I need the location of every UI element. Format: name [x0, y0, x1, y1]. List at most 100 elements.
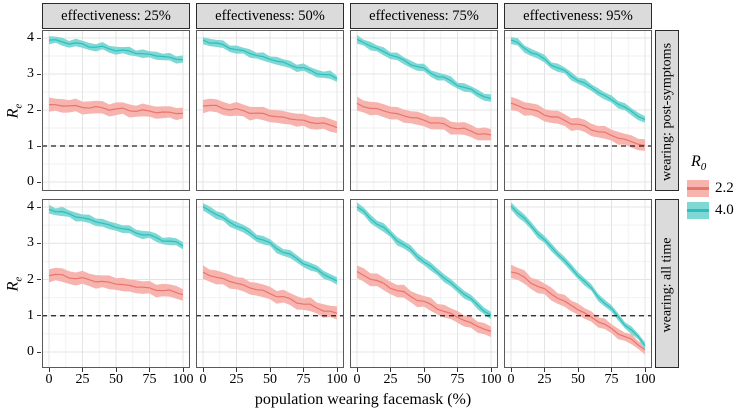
facet-strip-effectiveness-95: effectiveness: 95%	[504, 3, 652, 29]
x-tick-label: 100	[480, 372, 502, 387]
x-tick-label: 0	[507, 372, 515, 387]
facet-strip-effectiveness-25: effectiveness: 25%	[42, 3, 190, 29]
panel-row0-col3	[504, 30, 652, 191]
x-tick-label: 100	[634, 372, 656, 387]
x-tick-mark	[644, 368, 646, 372]
x-tick-mark	[182, 368, 184, 372]
line-r0-2.2	[510, 102, 646, 147]
x-tick-label: 50	[417, 372, 431, 387]
x-tick-label: 100	[326, 372, 348, 387]
x-tick-mark	[269, 368, 271, 372]
y-tick-mark	[37, 109, 41, 111]
x-tick-label: 75	[142, 372, 157, 387]
y-tick-mark	[37, 37, 41, 39]
y-tick-mark	[37, 73, 41, 75]
line-r0-4.0	[356, 206, 492, 316]
x-tick-mark	[457, 368, 458, 372]
ribbon-r0-2.2	[203, 265, 337, 320]
x-tick-mark	[390, 368, 391, 372]
x-tick-mark	[336, 368, 338, 372]
ribbon-r0-2.2	[357, 96, 491, 141]
facet-strip-label: effectiveness: 75%	[369, 7, 479, 24]
legend-title-main: R	[691, 153, 701, 170]
x-axis-title: population wearing facemask (%)	[254, 391, 472, 408]
facet-strip-label: wearing: post-symptoms	[659, 42, 674, 181]
x-tick-label: 25	[537, 372, 552, 387]
x-tick-mark	[202, 368, 204, 372]
legend-entry-r0-4.0: 4.0	[687, 202, 734, 220]
y-tick-mark	[37, 206, 41, 208]
x-tick-label: 50	[263, 372, 277, 387]
legend-title: R0	[691, 153, 734, 173]
panel-row1-col3	[504, 199, 652, 368]
y-tick-label: 3	[27, 66, 34, 81]
facet-strip-label: effectiveness: 25%	[61, 7, 171, 24]
line-r0-4.0	[356, 38, 492, 100]
facet-strip-wearing-post-symptoms: wearing: post-symptoms	[655, 30, 679, 191]
x-tick-label: 75	[450, 372, 465, 387]
line-r0-4.0	[202, 39, 338, 80]
panel-row1-col0	[42, 199, 190, 368]
legend-label: 2.2	[715, 180, 734, 197]
y-tick-label: 4	[27, 199, 34, 214]
panel-row0-col0	[42, 30, 190, 191]
legend-swatch-r0-2.2	[687, 180, 709, 198]
x-tick-mark	[236, 368, 237, 372]
y-tick-label: 0	[27, 344, 34, 359]
y-tick-label: 4	[27, 30, 34, 45]
line-r0-4.0	[48, 208, 184, 247]
y-tick-label: 2	[27, 102, 34, 117]
line-r0-2.2	[356, 270, 492, 332]
facet-strip-wearing-all-time: wearing: all time	[655, 199, 679, 368]
x-tick-mark	[115, 368, 117, 372]
x-tick-mark	[490, 368, 492, 372]
panel-row0-col2	[350, 30, 498, 191]
legend-title-sub: 0	[700, 161, 707, 174]
facet-strip-effectiveness-75: effectiveness: 75%	[350, 3, 498, 29]
x-tick-label: 75	[604, 372, 619, 387]
line-r0-2.2	[510, 271, 646, 351]
x-tick-label: 0	[45, 372, 53, 387]
x-tick-mark	[303, 368, 304, 372]
x-tick-mark	[356, 368, 358, 372]
legend: R0 2.2 4.0	[687, 153, 734, 224]
y-tick-label: 1	[27, 138, 34, 153]
x-tick-label: 0	[199, 372, 207, 387]
line-r0-4.0	[510, 205, 646, 347]
x-tick-label: 50	[109, 372, 123, 387]
line-r0-2.2	[356, 102, 492, 136]
y-tick-mark	[37, 181, 41, 183]
y-tick-mark	[37, 351, 41, 353]
x-tick-mark	[48, 368, 50, 372]
facet-strip-label: effectiveness: 95%	[523, 7, 633, 24]
facet-strip-effectiveness-50: effectiveness: 50%	[196, 3, 344, 29]
x-tick-label: 0	[353, 372, 361, 387]
x-tick-label: 25	[383, 372, 398, 387]
legend-swatch-r0-4.0	[687, 202, 709, 220]
x-tick-label: 50	[571, 372, 585, 387]
ribbon-r0-4.0	[49, 36, 183, 64]
y-tick-mark	[37, 145, 41, 147]
panel-row1-col1	[196, 199, 344, 368]
line-r0-4.0	[48, 39, 184, 61]
x-tick-mark	[82, 368, 83, 372]
x-tick-label: 25	[75, 372, 90, 387]
ribbon-r0-4.0	[357, 202, 491, 320]
panel-row0-col1	[196, 30, 344, 191]
x-tick-label: 75	[296, 372, 311, 387]
line-r0-2.2	[48, 273, 184, 296]
x-tick-mark	[510, 368, 512, 372]
x-tick-mark	[611, 368, 612, 372]
y-tick-mark	[37, 242, 41, 244]
x-tick-label: 100	[172, 372, 194, 387]
legend-entry-r0-2.2: 2.2	[687, 180, 734, 198]
panel-grid	[350, 30, 498, 191]
y-tick-mark	[37, 279, 41, 280]
line-r0-4.0	[510, 39, 646, 121]
legend-swatch-line	[687, 209, 709, 212]
y-tick-label: 3	[27, 235, 34, 251]
y-tick-mark	[37, 315, 41, 317]
legend-swatch-line	[687, 187, 709, 190]
facet-strip-label: wearing: all time	[659, 237, 674, 332]
